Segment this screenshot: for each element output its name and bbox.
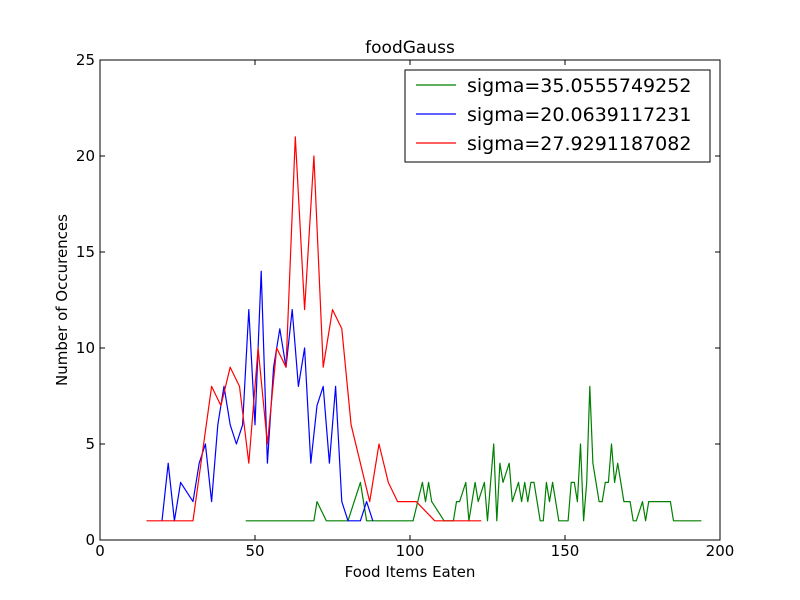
legend-label-1: sigma=35.0555749252 — [467, 75, 691, 97]
legend-label-3: sigma=27.9291187082 — [467, 133, 691, 155]
x-tick-label: 50 — [245, 542, 264, 560]
y-tick-label: 15 — [76, 243, 95, 261]
x-tick-label: 0 — [95, 542, 105, 560]
y-tick-label: 25 — [76, 51, 95, 69]
x-tick-label: 200 — [706, 542, 735, 560]
plot-lines — [146, 136, 702, 522]
x-tick-label: 100 — [396, 542, 425, 560]
series-line-1 — [245, 385, 702, 522]
legend: sigma=35.0555749252 sigma=20.0639117231 si… — [404, 69, 711, 163]
y-tick-label: 10 — [76, 339, 95, 357]
x-tick-label: 150 — [551, 542, 580, 560]
y-tick-label: 20 — [76, 147, 95, 165]
series-line-3 — [146, 136, 482, 522]
x-axis-ticks: 0 50 100 150 200 — [95, 60, 734, 560]
y-tick-label: 0 — [85, 531, 95, 549]
y-tick-label: 5 — [85, 435, 95, 453]
y-axis-label: Number of Occurences — [53, 214, 71, 386]
x-axis-label: Food Items Eaten — [345, 563, 476, 581]
chart-title: foodGauss — [365, 38, 455, 58]
legend-label-2: sigma=20.0639117231 — [467, 104, 691, 126]
y-axis-ticks: 0 5 10 15 20 25 — [76, 51, 720, 549]
